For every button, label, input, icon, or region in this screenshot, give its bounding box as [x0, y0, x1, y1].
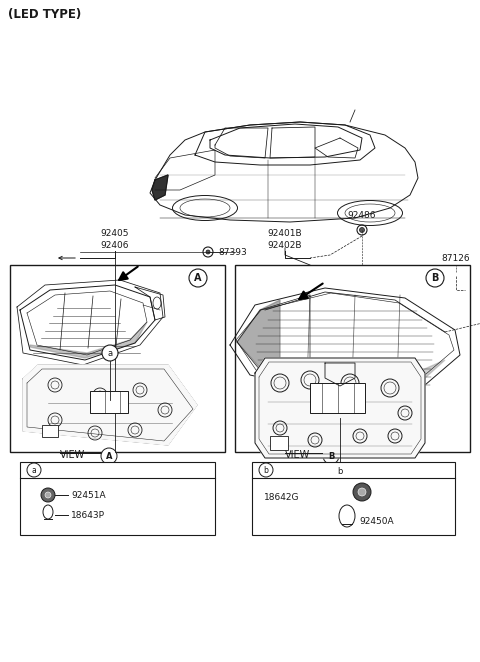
Polygon shape — [23, 365, 197, 445]
Bar — [42, 425, 58, 437]
Bar — [20, 462, 215, 535]
Text: VIEW: VIEW — [285, 450, 310, 460]
Text: a: a — [32, 465, 36, 475]
Bar — [235, 265, 470, 452]
Polygon shape — [30, 322, 147, 358]
Text: 92450A: 92450A — [359, 518, 394, 526]
Bar — [270, 436, 288, 450]
Bar — [10, 265, 225, 452]
Bar — [90, 391, 128, 413]
Circle shape — [27, 463, 41, 477]
Circle shape — [323, 448, 339, 464]
Circle shape — [332, 463, 348, 479]
Polygon shape — [237, 300, 280, 378]
Circle shape — [426, 269, 444, 287]
Circle shape — [358, 488, 366, 496]
Text: 87393: 87393 — [218, 248, 247, 256]
Polygon shape — [255, 358, 425, 458]
Text: 92402B: 92402B — [268, 241, 302, 250]
Circle shape — [45, 492, 51, 498]
Text: 92486: 92486 — [348, 211, 376, 220]
Text: VIEW: VIEW — [60, 450, 85, 460]
Circle shape — [259, 463, 273, 477]
Text: (LED TYPE): (LED TYPE) — [8, 8, 81, 21]
Text: 92451A: 92451A — [71, 491, 106, 500]
Text: A: A — [194, 273, 202, 283]
Circle shape — [101, 448, 117, 464]
Text: B: B — [328, 451, 334, 461]
Circle shape — [206, 250, 210, 254]
Circle shape — [360, 228, 364, 232]
Text: 92405: 92405 — [101, 229, 129, 238]
Text: 92406: 92406 — [101, 241, 129, 250]
Circle shape — [102, 345, 118, 361]
Bar — [252, 462, 455, 535]
Text: a: a — [108, 348, 113, 357]
Text: 18642G: 18642G — [264, 493, 300, 502]
Bar — [310, 383, 365, 413]
Circle shape — [189, 269, 207, 287]
Text: b: b — [264, 465, 268, 475]
Circle shape — [41, 488, 55, 502]
Text: 87126: 87126 — [442, 254, 470, 263]
Polygon shape — [265, 360, 445, 388]
Text: A: A — [106, 451, 112, 461]
Circle shape — [353, 483, 371, 501]
Text: B: B — [432, 273, 439, 283]
Polygon shape — [152, 175, 168, 200]
Text: 92401B: 92401B — [268, 229, 302, 238]
Text: b: b — [337, 467, 343, 475]
Text: 18643P: 18643P — [71, 510, 105, 520]
